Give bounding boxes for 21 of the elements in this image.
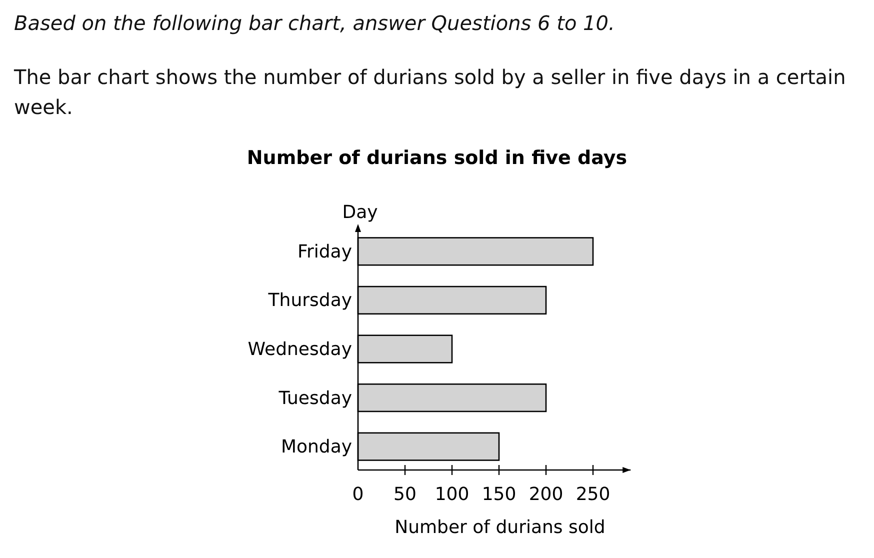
y-tick-label: Thursday [267,290,352,312]
text: The bar chart shows the number of durians sold by a seller in five days in a certain week. [14,64,847,121]
chart-title: Number of durians sold in five days [246,147,628,169]
text: Based on the following bar chart, answer Questions 6 to 10. [14,10,616,37]
y-axis-title: Day [342,202,378,223]
y-tick-label: Wednesday [248,339,352,360]
bar [357,237,594,266]
bar [357,383,547,412]
x-tick-label: 100 [434,484,470,505]
y-tick-label: Monday [280,436,352,458]
x-tick-label: 50 [394,484,416,505]
x-tick-label: 150 [482,484,516,505]
x-tick-label: 200 [528,484,564,505]
x-tick-label: 250 [576,484,610,505]
bar [357,432,500,461]
x-tick-label: 0 [352,484,364,505]
y-tick-label: Tuesday [278,388,352,409]
y-tick-label: Friday [297,241,352,262]
bar [357,286,547,315]
bar [357,334,453,364]
x-axis-title: Number of durians sold [394,517,606,538]
